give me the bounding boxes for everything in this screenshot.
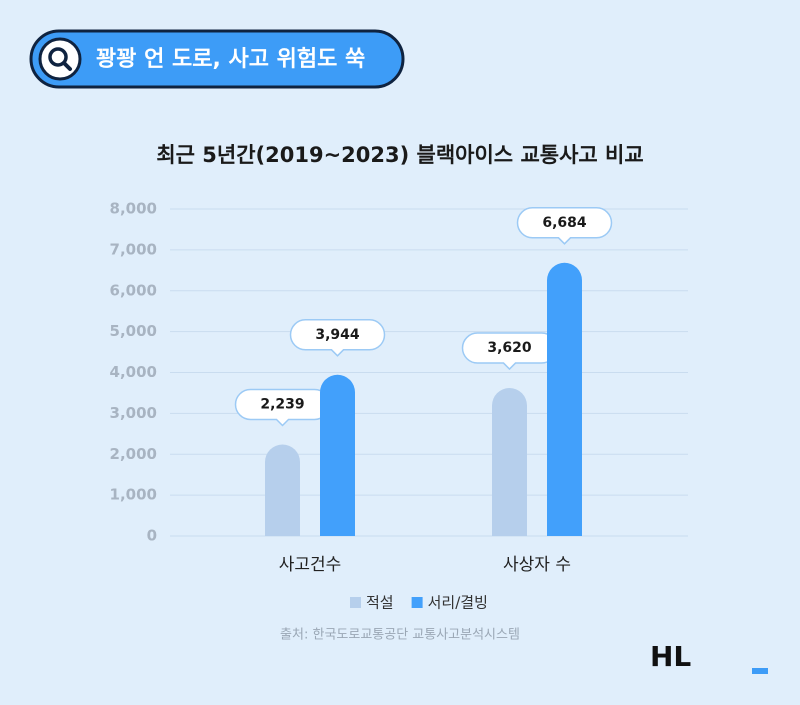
- header-title: 꽝꽝 언 도로, 사고 위험도 쑥: [96, 46, 365, 72]
- legend-swatch: [350, 597, 361, 608]
- y-tick-label: 1,000: [110, 486, 157, 504]
- bar: [265, 444, 300, 536]
- bar: [492, 388, 527, 536]
- y-tick-label: 6,000: [110, 281, 157, 299]
- y-tick-label: 2,000: [110, 445, 157, 463]
- source: 출처: 한국도로교통공단 교통사고분석시스템: [280, 628, 520, 643]
- value-label: 6,684: [542, 215, 587, 231]
- y-tick-label: 4,000: [110, 363, 157, 381]
- legend-label: 적설: [366, 594, 394, 612]
- search-icon-handle: [62, 61, 72, 71]
- x-tick-label: 사고건수: [279, 555, 342, 575]
- value-label: 3,944: [315, 327, 360, 343]
- search-icon-bg: [38, 37, 82, 81]
- y-tick-label: 5,000: [110, 322, 157, 340]
- y-tick-label: 8,000: [110, 200, 157, 218]
- label-bubble: [289, 319, 386, 357]
- label-bubble: [516, 207, 613, 245]
- logo: HL: [650, 640, 691, 673]
- chart-title: 최근 5년간(2019~2023) 블랙아이스 교통사고 비교: [156, 143, 643, 167]
- x-tick-label: 사상자 수: [503, 555, 571, 575]
- value-label: 2,239: [260, 396, 304, 412]
- header-pill: [29, 29, 405, 89]
- y-tick-label: 0: [147, 527, 157, 545]
- search-icon-lens: [48, 47, 68, 67]
- value-label: 3,620: [487, 340, 532, 356]
- y-tick-label: 3,000: [110, 404, 157, 422]
- legend-label: 서리/결빙: [428, 594, 488, 612]
- bar: [547, 262, 582, 536]
- legend-swatch: [411, 597, 423, 608]
- y-tick-label: 7,000: [110, 240, 157, 258]
- bar: [320, 374, 355, 536]
- logo-accent: [752, 668, 768, 674]
